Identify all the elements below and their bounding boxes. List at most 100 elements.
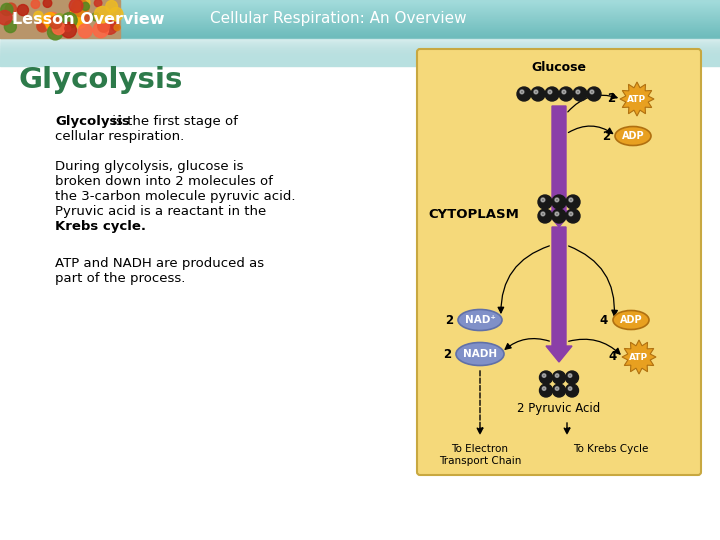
Bar <box>0 0 120 38</box>
Circle shape <box>76 0 90 10</box>
Bar <box>0 13 720 14</box>
Bar <box>0 37 720 38</box>
Text: ATP: ATP <box>629 353 649 361</box>
Bar <box>0 15 720 16</box>
Circle shape <box>69 8 86 25</box>
Text: ADP: ADP <box>621 131 644 141</box>
Bar <box>0 24 720 25</box>
Circle shape <box>1 3 13 16</box>
Bar <box>0 7 720 8</box>
Bar <box>0 23 720 24</box>
Circle shape <box>72 13 87 28</box>
Bar <box>0 16 720 17</box>
Circle shape <box>50 16 62 29</box>
Circle shape <box>541 198 545 202</box>
Ellipse shape <box>458 309 502 330</box>
Circle shape <box>534 90 538 94</box>
Text: Pyruvic acid is a reactant in the: Pyruvic acid is a reactant in the <box>55 205 266 218</box>
Bar <box>0 45 720 46</box>
Circle shape <box>539 371 552 384</box>
Text: part of the process.: part of the process. <box>55 272 185 285</box>
Circle shape <box>0 10 12 25</box>
Circle shape <box>49 17 59 28</box>
Bar <box>0 55 720 56</box>
Text: ADP: ADP <box>620 315 642 325</box>
Bar <box>0 11 720 12</box>
Circle shape <box>43 0 52 8</box>
Ellipse shape <box>613 310 649 329</box>
Text: the 3-carbon molecule pyruvic acid.: the 3-carbon molecule pyruvic acid. <box>55 190 295 203</box>
Circle shape <box>569 198 573 202</box>
Circle shape <box>542 374 546 377</box>
Circle shape <box>538 195 552 209</box>
Circle shape <box>552 195 566 209</box>
Bar <box>0 21 720 22</box>
Bar <box>0 62 720 63</box>
Circle shape <box>5 3 17 15</box>
Bar <box>0 49 720 50</box>
Circle shape <box>559 87 573 101</box>
Circle shape <box>106 1 117 12</box>
Circle shape <box>538 209 552 223</box>
Bar <box>0 48 720 49</box>
Circle shape <box>573 87 587 101</box>
Bar <box>0 41 720 42</box>
Circle shape <box>97 19 108 30</box>
Bar <box>0 32 720 33</box>
Text: cellular respiration.: cellular respiration. <box>55 130 184 143</box>
Circle shape <box>545 87 559 101</box>
Circle shape <box>42 12 58 28</box>
Circle shape <box>587 87 601 101</box>
Circle shape <box>70 9 79 18</box>
Bar <box>0 39 720 40</box>
Text: Cellular Respiration: An Overview: Cellular Respiration: An Overview <box>210 11 467 26</box>
Bar <box>0 3 720 4</box>
Text: ATP: ATP <box>627 94 647 104</box>
Text: CYTOPLASM: CYTOPLASM <box>428 208 519 221</box>
Bar <box>0 18 720 19</box>
Circle shape <box>4 21 17 32</box>
Circle shape <box>541 212 545 216</box>
Bar <box>0 64 720 65</box>
Circle shape <box>552 384 565 397</box>
Bar <box>0 2 720 3</box>
Bar <box>0 54 720 55</box>
Circle shape <box>569 212 573 216</box>
Circle shape <box>548 90 552 94</box>
Text: 2 Pyruvic Acid: 2 Pyruvic Acid <box>518 402 600 415</box>
Text: Glycolysis: Glycolysis <box>55 115 130 128</box>
Circle shape <box>565 371 578 384</box>
Bar <box>0 57 720 58</box>
Circle shape <box>54 14 66 25</box>
Ellipse shape <box>456 342 504 366</box>
Circle shape <box>566 209 580 223</box>
Bar <box>0 33 720 34</box>
Circle shape <box>96 14 102 21</box>
Bar <box>0 58 720 59</box>
Bar <box>0 51 720 52</box>
Bar <box>0 12 720 13</box>
Circle shape <box>565 384 578 397</box>
FancyBboxPatch shape <box>417 49 701 475</box>
Bar <box>0 14 720 15</box>
Circle shape <box>91 13 99 21</box>
Bar <box>0 61 720 62</box>
Circle shape <box>520 90 524 94</box>
Text: 2: 2 <box>445 314 453 327</box>
Bar <box>0 47 720 48</box>
Bar <box>0 22 720 23</box>
Bar <box>0 27 720 28</box>
Circle shape <box>61 22 76 38</box>
Bar <box>0 53 720 54</box>
Text: 2: 2 <box>443 348 451 361</box>
Bar <box>0 36 720 37</box>
Bar <box>0 30 720 31</box>
FancyArrow shape <box>546 106 572 227</box>
Bar <box>0 40 720 41</box>
Bar <box>0 1 720 2</box>
Circle shape <box>568 374 572 377</box>
Bar <box>0 56 720 57</box>
Circle shape <box>576 90 580 94</box>
Bar <box>0 19 720 20</box>
Bar <box>0 52 720 53</box>
